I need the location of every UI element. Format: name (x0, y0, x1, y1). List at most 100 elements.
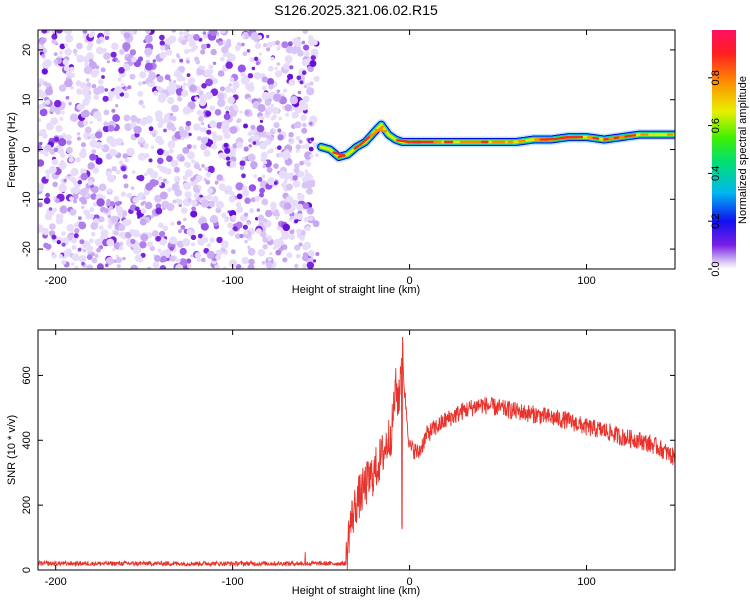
noise-speckle (51, 38, 57, 45)
noise-speckle (234, 233, 241, 240)
noise-speckle (191, 159, 196, 164)
noise-speckle (184, 191, 192, 199)
noise-speckle (298, 139, 303, 144)
noise-speckle (41, 53, 45, 58)
noise-speckle (177, 136, 182, 140)
noise-speckle (244, 230, 248, 235)
noise-speckle (163, 128, 167, 133)
noise-speckle (242, 185, 248, 191)
noise-speckle (56, 146, 64, 155)
frequency-ridge (315, 119, 675, 163)
noise-speckle (240, 71, 246, 77)
noise-speckle (241, 157, 246, 161)
noise-speckle (43, 197, 51, 204)
noise-speckle (140, 252, 146, 258)
noise-speckle (294, 244, 301, 251)
noise-speckle (165, 180, 170, 185)
noise-speckle (154, 194, 162, 203)
noise-speckle (224, 105, 230, 111)
noise-speckle (150, 145, 155, 149)
ridge-peak (544, 137, 558, 141)
noise-speckle (263, 43, 268, 48)
noise-speckle (69, 196, 74, 202)
noise-speckle (241, 34, 245, 38)
noise-speckle (207, 187, 214, 194)
noise-speckle (193, 34, 200, 41)
noise-speckle (115, 200, 121, 207)
noise-speckle (157, 157, 164, 165)
noise-speckle (181, 85, 185, 90)
noise-speckle (302, 122, 307, 128)
noise-speckle (265, 261, 273, 269)
noise-speckle (141, 104, 146, 109)
noise-speckle (221, 241, 229, 249)
noise-speckle (184, 162, 189, 167)
noise-speckle (148, 69, 153, 74)
noise-speckle (168, 115, 173, 120)
noise-speckle (107, 214, 112, 219)
noise-speckle (61, 231, 66, 236)
noise-speckle (182, 217, 187, 222)
noise-speckle (101, 75, 105, 79)
noise-speckle (197, 196, 201, 201)
noise-speckle (236, 193, 243, 200)
noise-speckle (122, 153, 128, 159)
noise-speckle (186, 59, 190, 64)
noise-speckle (289, 215, 294, 220)
noise-speckle (144, 201, 153, 210)
noise-speckle (179, 129, 188, 138)
noise-speckle (205, 171, 212, 178)
noise-speckle (190, 199, 198, 207)
noise-speckle (266, 47, 271, 52)
noise-speckle (239, 110, 243, 114)
noise-speckle (87, 42, 94, 48)
noise-speckle (285, 183, 293, 191)
noise-speckle (38, 144, 42, 152)
noise-speckle (58, 84, 67, 92)
noise-speckle (64, 30, 73, 35)
noise-speckle (96, 247, 101, 253)
noise-speckle (233, 106, 238, 110)
noise-speckle (229, 109, 237, 117)
noise-speckle (66, 146, 73, 154)
noise-speckle (140, 144, 144, 148)
noise-speckle (110, 178, 114, 183)
noise-speckle (195, 60, 200, 65)
noise-speckle (65, 34, 74, 43)
noise-speckle (86, 264, 94, 269)
noise-speckle (56, 30, 63, 34)
noise-speckle (39, 108, 48, 117)
noise-speckle (76, 132, 81, 136)
noise-speckle (103, 121, 109, 127)
noise-speckle (140, 233, 149, 242)
noise-speckle (48, 217, 52, 221)
noise-speckle (52, 181, 58, 188)
noise-speckle (249, 208, 255, 214)
noise-speckle (205, 78, 213, 87)
noise-speckle (66, 224, 75, 232)
noise-speckle (155, 207, 163, 215)
noise-speckle (50, 117, 59, 126)
noise-speckle (61, 110, 65, 115)
noise-speckle (111, 108, 116, 113)
noise-speckle (204, 166, 209, 171)
noise-speckle (249, 57, 255, 63)
noise-speckle (215, 39, 220, 43)
ridge-peak (592, 136, 600, 140)
noise-speckle (82, 249, 87, 253)
noise-speckle (306, 87, 315, 96)
snr-line (38, 337, 675, 570)
noise-speckle (302, 95, 310, 103)
noise-speckle (58, 183, 67, 193)
noise-speckle (170, 221, 175, 226)
noise-speckle (303, 241, 311, 250)
noise-speckle (184, 49, 189, 55)
noise-speckle (147, 266, 152, 269)
noise-speckle (302, 252, 308, 258)
noise-speckle (44, 59, 52, 68)
noise-speckle (284, 55, 293, 63)
noise-speckle (82, 109, 90, 118)
noise-speckle (173, 166, 180, 173)
noise-speckle (266, 167, 273, 173)
noise-speckle (59, 205, 68, 214)
